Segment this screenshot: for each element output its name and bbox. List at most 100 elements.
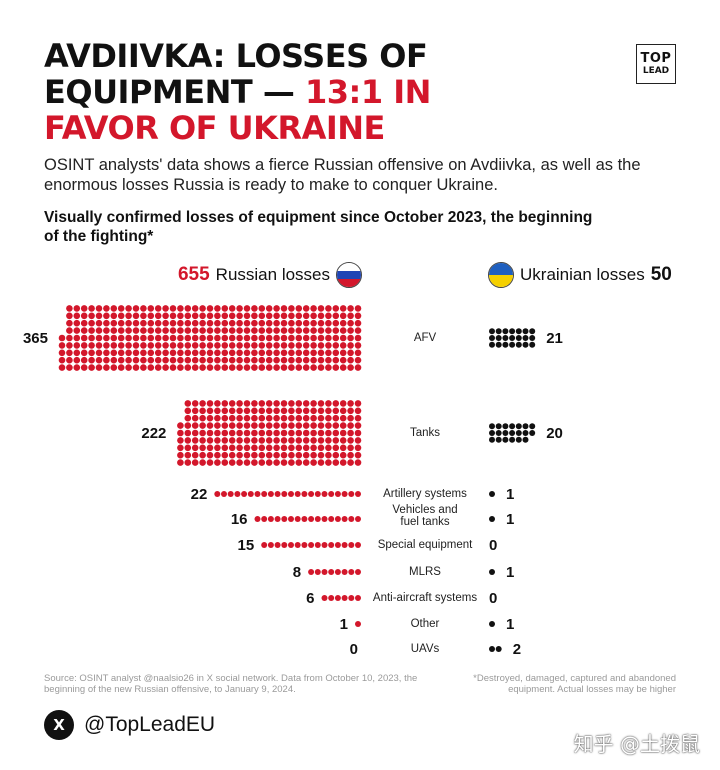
russian-loss-dot [243, 305, 251, 312]
ukrainian-loss-dot [502, 423, 509, 430]
russian-loss-dot [103, 327, 110, 334]
russian-loss-dot [355, 542, 361, 548]
russian-loss-dot [325, 312, 332, 320]
russian-loss-dot [265, 356, 273, 364]
category-label-tanks: Tanks [410, 427, 440, 439]
russian-loss-dot [295, 305, 303, 312]
russian-loss-dot [236, 334, 243, 342]
russian-loss-dot [302, 349, 310, 357]
russian-loss-dot [273, 334, 280, 342]
russian-loss-dot [228, 444, 236, 452]
russian-loss-dot [295, 342, 303, 349]
russian-loss-dot [132, 319, 140, 327]
russian-loss-dot [302, 334, 310, 342]
russian-loss-dot [117, 349, 125, 357]
russian-loss-dot [332, 364, 340, 371]
russian-loss-dot [221, 414, 229, 422]
russian-loss-dot [251, 334, 258, 342]
russian-loss-dot [261, 542, 268, 548]
ukrainian-losses-header: Ukrainian losses 50 [488, 262, 672, 288]
russian-loss-dot [169, 305, 177, 312]
russian-loss-dot [347, 319, 354, 327]
russian-loss-dot [258, 342, 266, 349]
russian-loss-dot [169, 364, 177, 371]
russian-loss-dot [288, 342, 295, 349]
russian-loss-dot [117, 305, 125, 312]
russian-loss-dot [206, 334, 214, 342]
russian-loss-dot [348, 516, 355, 522]
russian-loss-dot [169, 349, 177, 357]
russian-loss-dot [66, 356, 73, 364]
russian-loss-dot [206, 414, 214, 422]
russian-loss-dot [228, 305, 236, 312]
russian-loss-dot [66, 319, 73, 327]
russian-loss-dot [295, 414, 303, 422]
russian-loss-dot [66, 342, 73, 349]
russian-loss-dot [184, 437, 192, 444]
russian-loss-dot [177, 451, 184, 459]
russian-loss-dot [280, 364, 288, 371]
russian-loss-dot [243, 407, 251, 415]
russian-loss-dot [117, 312, 125, 320]
ukrainian-loss-dot [515, 328, 522, 335]
russian-loss-dot [228, 334, 236, 342]
russian-loss-dot [355, 516, 361, 522]
russian-loss-dot [295, 451, 303, 459]
russian-loss-dot [288, 516, 294, 522]
russian-loss-dot [347, 437, 354, 444]
russian-loss-dot [280, 334, 288, 342]
russian-loss-dot [177, 327, 184, 334]
russian-loss-dot [317, 327, 325, 334]
russian-loss-dot [243, 334, 251, 342]
russian-loss-dot [228, 342, 236, 349]
russian-loss-dot [147, 327, 155, 334]
russian-loss-dot [251, 429, 258, 437]
social-handle[interactable]: X @TopLeadEU [44, 710, 215, 740]
russian-loss-dot [288, 364, 295, 371]
russian-loss-dot [265, 400, 273, 407]
russian-loss-dot [308, 491, 315, 497]
russian-value-label: 8 [293, 564, 301, 581]
russian-loss-dot [228, 429, 236, 437]
russian-loss-dot [184, 451, 192, 459]
russian-value-label: 1 [340, 616, 348, 633]
russian-loss-dot [66, 364, 73, 371]
russian-loss-dot [310, 444, 317, 452]
ukrainian-loss-dot [515, 335, 522, 341]
russian-loss-dot [339, 414, 347, 422]
russian-loss-dot [214, 319, 221, 327]
russian-loss-dot [191, 407, 199, 415]
russian-loss-dot [288, 400, 295, 407]
russian-loss-dot [273, 414, 280, 422]
russian-loss-dot [199, 429, 206, 437]
russian-loss-dot [243, 319, 251, 327]
russian-loss-dot [265, 459, 273, 466]
russian-loss-dot [273, 305, 280, 312]
ukrainian-value-label: 1 [506, 616, 514, 633]
russian-loss-dot [169, 319, 177, 327]
russian-loss-dot [302, 451, 310, 459]
russian-loss-dot [95, 319, 103, 327]
russian-loss-dot [206, 459, 214, 466]
russian-loss-dot [258, 334, 266, 342]
russian-loss-dot [177, 349, 184, 357]
russian-loss-dot [354, 451, 362, 459]
russian-loss-dot [221, 451, 229, 459]
ukrainian-loss-dot [489, 491, 495, 497]
russian-loss-dot [169, 327, 177, 334]
russian-loss-dot [66, 305, 73, 312]
russian-loss-dot [310, 305, 317, 312]
russian-loss-dot [184, 342, 192, 349]
russian-loss-dot [317, 422, 325, 429]
russian-loss-dot [274, 516, 281, 522]
russian-loss-dot [325, 422, 332, 429]
russian-loss-dot [254, 491, 261, 497]
russian-loss-dot [132, 312, 140, 320]
russian-loss-dot [325, 414, 332, 422]
category-label-uavs: UAVs [411, 643, 440, 655]
russian-loss-dot [236, 327, 243, 334]
russian-loss-dot [199, 327, 206, 334]
russian-loss-dot [317, 444, 325, 452]
russian-loss-dot [206, 356, 214, 364]
